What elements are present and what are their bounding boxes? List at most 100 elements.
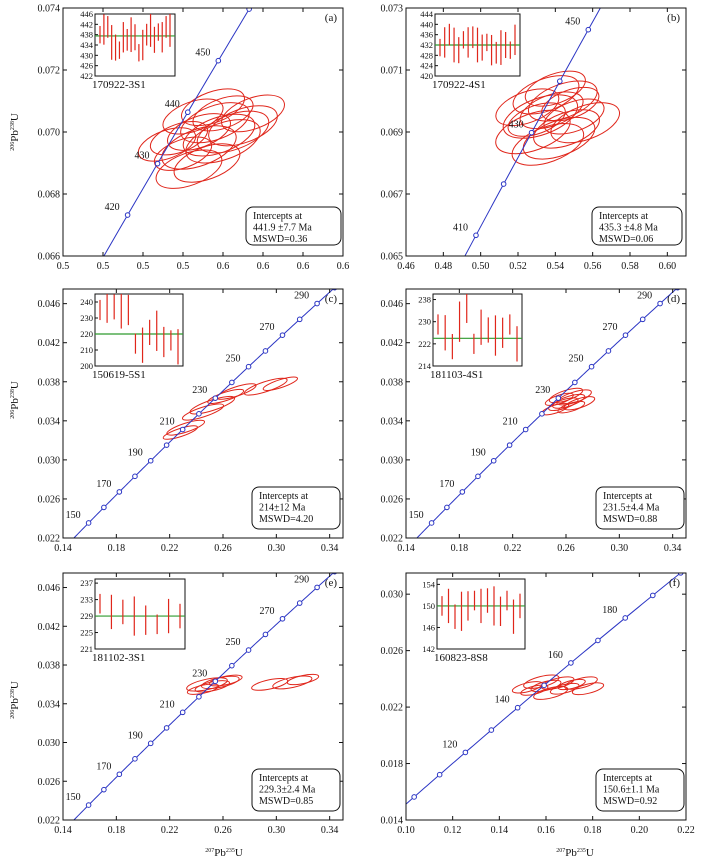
y-tick-label: 0.042: [38, 622, 61, 633]
panel-letter: (f): [669, 577, 680, 589]
intercept-line: MSWD=0.88: [603, 514, 657, 525]
y-tick-label: 0.014: [381, 816, 404, 827]
concordia-age-label: 430: [509, 120, 524, 131]
error-ellipse: [557, 678, 586, 691]
error-ellipse: [530, 679, 562, 693]
concordia-age-marker: [572, 379, 578, 386]
concordia-age-label: 210: [160, 416, 175, 427]
concordia-group: 150 170 190 210 230 250 270 290: [409, 289, 681, 538]
inset-y-tick-label: 142: [422, 644, 435, 654]
concordia-age-marker: [101, 504, 107, 511]
inset-y-tick-label: 230: [80, 313, 93, 323]
y-tick-label: 0.072: [38, 66, 61, 77]
concordia-age-marker: [229, 662, 235, 669]
concordia-age-marker: [262, 631, 269, 638]
x-tick-label: 0.22: [161, 825, 179, 836]
intercept-line: 214±12 Ma: [259, 503, 306, 514]
panel-letter: (d): [667, 293, 680, 305]
concordia-age-label: 230: [192, 385, 207, 396]
concordia-age-marker: [184, 109, 191, 116]
x-tick-label: 0.18: [108, 543, 126, 554]
concordia-age-marker: [66, 315, 71, 320]
inset-y-tick-label: 229: [80, 611, 93, 621]
y-axis-label-bottom: 206Pb238U: [9, 681, 21, 719]
x-axis-label-right: 207Pb235U: [556, 847, 594, 859]
x-tick-label: 0.34: [664, 543, 682, 554]
panel-1: 410 430 450 0.46 0.48 0.50 0.52 0.54 0.56 0.58 0.6…: [381, 4, 687, 272]
inset-y-tick-label: 225: [80, 628, 93, 638]
concordia-age-marker: [314, 300, 320, 307]
x-axis-label-left: 207Pb235U: [205, 847, 243, 859]
intercept-line: MSWD=4.20: [259, 514, 313, 525]
error-ellipse: [550, 102, 621, 144]
sample-id: 160823-8S8: [434, 652, 488, 664]
concordia-age-marker: [196, 411, 202, 417]
concordia-age-marker: [279, 615, 286, 622]
concordia-age-marker: [588, 363, 595, 370]
error-ellipse: [162, 425, 198, 440]
concordia-age-label: 270: [259, 322, 274, 333]
error-ellipse: [137, 127, 197, 162]
concordia-age-label: 290: [637, 291, 652, 302]
concordia-group: 420 430 440 450 460: [66, 0, 252, 320]
concordia-age-marker: [539, 411, 545, 417]
error-ellipse: [196, 110, 270, 154]
ellipse-group: [495, 70, 621, 166]
concordia-age-marker: [85, 802, 92, 808]
concordia-age-label: 120: [442, 739, 457, 750]
y-tick-label: 0.030: [38, 738, 61, 749]
x-tick-label: 0.5: [57, 261, 70, 272]
error-ellipse: [522, 116, 596, 160]
concordia-age-marker: [555, 395, 562, 401]
error-ellipse: [221, 94, 285, 133]
x-tick-label: 0.52: [509, 261, 527, 272]
inset-y-tick-label: 434: [80, 40, 94, 50]
inset-y-tick-label: 220: [80, 329, 93, 339]
inset-y-tick-label: 150: [422, 601, 435, 611]
concordia-age-marker: [622, 615, 629, 621]
concordia-age-marker: [488, 727, 495, 733]
intercept-line: MSWD=0.92: [603, 796, 657, 807]
x-tick-label: 0.30: [268, 825, 286, 836]
x-tick-label: 0.50: [472, 261, 490, 272]
concordia-age-label: 410: [453, 222, 468, 233]
concordia-age-marker: [212, 678, 219, 685]
sample-id: 181103-4S1: [430, 369, 483, 381]
concordia-age-label: 460: [226, 0, 241, 7]
x-tick-label: 0.34: [321, 825, 339, 836]
concordia-group: 150 170 190 210 230 250 270 290: [66, 573, 338, 820]
concordia-group: 150 170 190 210 230 250 270 290: [66, 289, 338, 538]
concordia-age-marker: [506, 442, 513, 448]
concordia-age-marker: [116, 489, 123, 495]
error-ellipse: [181, 88, 245, 127]
concordia-age-marker: [411, 794, 417, 800]
concordia-age-marker: [490, 457, 497, 464]
concordia-age-marker: [514, 704, 521, 711]
concordia-age-marker: [196, 694, 202, 700]
x-tick-label: 0.30: [268, 543, 286, 554]
concordia-age-label: 170: [439, 479, 454, 490]
x-tick-label: 0.5: [137, 261, 150, 272]
concordia-age-marker: [650, 592, 656, 599]
concordia-age-label: 150: [409, 510, 424, 521]
y-tick-label: 0.073: [381, 4, 404, 15]
inset-y-tick-label: 424: [420, 61, 434, 71]
error-ellipse: [180, 102, 250, 144]
concordia-curve: [416, 289, 677, 538]
panel-letter: (b): [667, 12, 680, 24]
x-tick-label: 0.34: [321, 543, 339, 554]
error-ellipse: [564, 676, 598, 690]
error-ellipse: [286, 673, 320, 686]
concordia-age-label: 250: [226, 354, 241, 365]
concordia-age-marker: [124, 212, 131, 218]
y-tick-label: 0.066: [38, 252, 61, 263]
concordia-age-label: 230: [535, 385, 550, 396]
concordia-age-marker: [179, 709, 186, 716]
y-tick-label: 0.022: [381, 534, 404, 545]
x-tick-label: 0.48: [435, 261, 453, 272]
inset-frame: [94, 293, 184, 367]
intercept-line: MSWD=0.06: [599, 234, 653, 245]
concordia-curve: [103, 8, 251, 256]
x-tick-label: 0.30: [611, 543, 629, 554]
